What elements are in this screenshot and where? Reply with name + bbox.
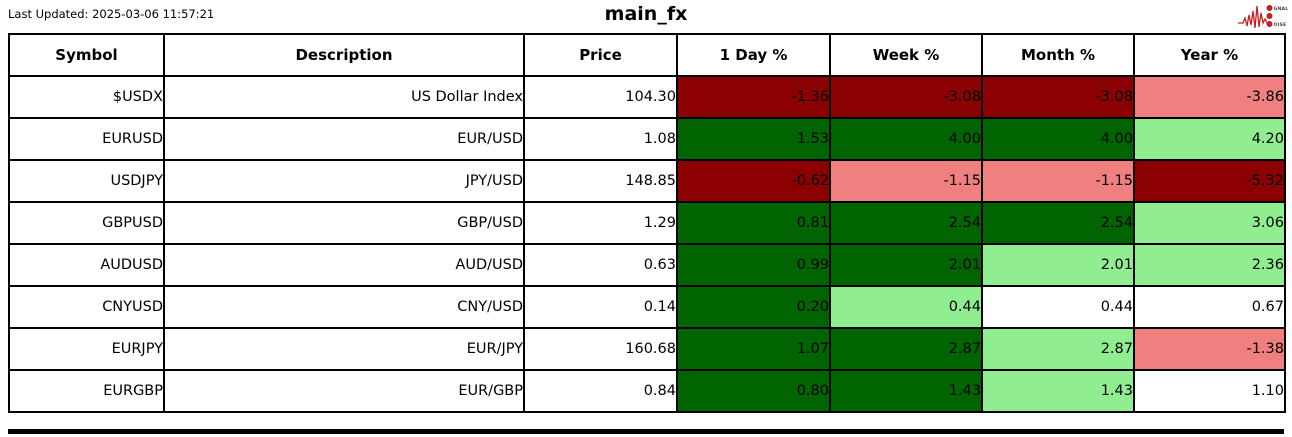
price-cell: 0.84 [523,369,678,413]
column-header-week-: Week % [829,33,983,77]
description-cell: EUR/USD [163,117,525,161]
pct-cell-week: 1.43 [829,369,983,413]
pct-cell-week: 2.87 [829,327,983,371]
description-cell: EUR/JPY [163,327,525,371]
pct-cell-1day: 0.99 [676,243,831,287]
table-row-usdjpy: USDJPY JPY/USD 148.85 -0.62 -1.15 -1.15 -5.32 [8,159,1286,203]
description-cell: JPY/USD [163,159,525,203]
pct-cell-year: 0.67 [1133,285,1286,329]
description-cell: GBP/USD [163,201,525,245]
table-row-eurusd: EURUSD EUR/USD 1.08 1.53 4.00 4.00 4.20 [8,117,1286,161]
symbol-cell: EURGBP [8,369,165,413]
last-updated-label: Last Updated: 2025-03-06 11:57:21 [8,7,215,21]
pct-cell-week: -1.15 [829,159,983,203]
pct-cell-year: -3.86 [1133,75,1286,119]
page-title: main_fx [604,3,688,25]
pct-cell-week: 4.00 [829,117,983,161]
pct-cell-week: 2.54 [829,201,983,245]
price-cell: 148.85 [523,159,678,203]
price-cell: 1.29 [523,201,678,245]
column-header-month-: Month % [981,33,1135,77]
description-cell: EUR/GBP [163,369,525,413]
header-row: Symbol Description Price 1 Day % Week % Month… [8,33,1286,77]
pct-cell-month: -1.15 [981,159,1135,203]
column-header-symbol: Symbol [8,33,165,77]
pct-cell-month: 2.54 [981,201,1135,245]
pct-cell-week: 2.01 [829,243,983,287]
price-cell: 0.63 [523,243,678,287]
pct-cell-month: -3.08 [981,75,1135,119]
figure-bottom-border [8,429,1284,434]
table-row-gbpusd: GBPUSD GBP/USD 1.29 0.81 2.54 2.54 3.06 [8,201,1286,245]
pct-cell-year: -1.38 [1133,327,1286,371]
pct-cell-week: 0.44 [829,285,983,329]
symbol-cell: USDJPY [8,159,165,203]
table-row-cnyusd: CNYUSD CNY/USD 0.14 0.20 0.44 0.44 0.67 [8,285,1286,329]
symbol-cell: EURUSD [8,117,165,161]
top-bar: Last Updated: 2025-03-06 11:57:21 main_f… [0,0,1292,33]
pct-cell-month: 1.43 [981,369,1135,413]
column-header-1-day-: 1 Day % [676,33,831,77]
symbol-cell: $USDX [8,75,165,119]
table-row-audusd: AUDUSD AUD/USD 0.63 0.99 2.01 2.01 2.36 [8,243,1286,287]
pct-cell-year: 1.10 [1133,369,1286,413]
symbol-cell: EURJPY [8,327,165,371]
pct-cell-month: 2.87 [981,327,1135,371]
column-header-price: Price [523,33,678,77]
symbol-cell: AUDUSD [8,243,165,287]
column-header-description: Description [163,33,525,77]
description-cell: CNY/USD [163,285,525,329]
pct-cell-year: 2.36 [1133,243,1286,287]
symbol-cell: CNYUSD [8,285,165,329]
description-cell: AUD/USD [163,243,525,287]
table-header: Symbol Description Price 1 Day % Week % Month… [8,33,1286,77]
pct-cell-month: 4.00 [981,117,1135,161]
pct-cell-1day: 1.53 [676,117,831,161]
table-row-usdx: $USDX US Dollar Index 104.30 -1.36 -3.08 -3.0… [8,75,1286,119]
price-cell: 160.68 [523,327,678,371]
signal-noise-logo: GNAL OISE [1238,1,1290,32]
pct-cell-1day: -1.36 [676,75,831,119]
pct-cell-1day: 1.07 [676,327,831,371]
pct-cell-year: 3.06 [1133,201,1286,245]
pct-cell-1day: 0.81 [676,201,831,245]
description-cell: US Dollar Index [163,75,525,119]
pct-cell-year: -5.32 [1133,159,1286,203]
symbol-cell: GBPUSD [8,201,165,245]
table-row-eurjpy: EURJPY EUR/JPY 160.68 1.07 2.87 2.87 -1.38 [8,327,1286,371]
pct-cell-year: 4.20 [1133,117,1286,161]
price-cell: 104.30 [523,75,678,119]
price-cell: 0.14 [523,285,678,329]
table-row-eurgbp: EURGBP EUR/GBP 0.84 0.80 1.43 1.43 1.10 [8,369,1286,413]
pct-cell-month: 0.44 [981,285,1135,329]
logo-text-signal: GNAL [1274,6,1289,12]
fx-table: Symbol Description Price 1 Day % Week % Month… [8,33,1286,413]
price-cell: 1.08 [523,117,678,161]
pct-cell-1day: -0.62 [676,159,831,203]
waveform-icon: GNAL OISE [1238,5,1289,29]
pct-cell-1day: 0.80 [676,369,831,413]
logo-text-noise: OISE [1274,22,1287,28]
pct-cell-1day: 0.20 [676,285,831,329]
column-header-year-: Year % [1133,33,1286,77]
pct-cell-week: -3.08 [829,75,983,119]
pct-cell-month: 2.01 [981,243,1135,287]
